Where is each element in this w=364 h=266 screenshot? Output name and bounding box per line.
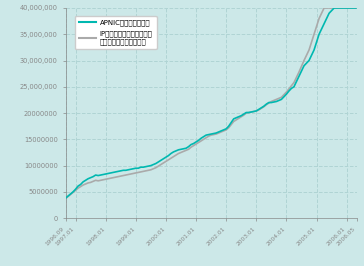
Legend: APNICからの割り振り, IPアドレス管理指定事業者
（旧会員）への割り振り: APNICからの割り振り, IPアドレス管理指定事業者 （旧会員）への割り振り xyxy=(75,16,157,49)
